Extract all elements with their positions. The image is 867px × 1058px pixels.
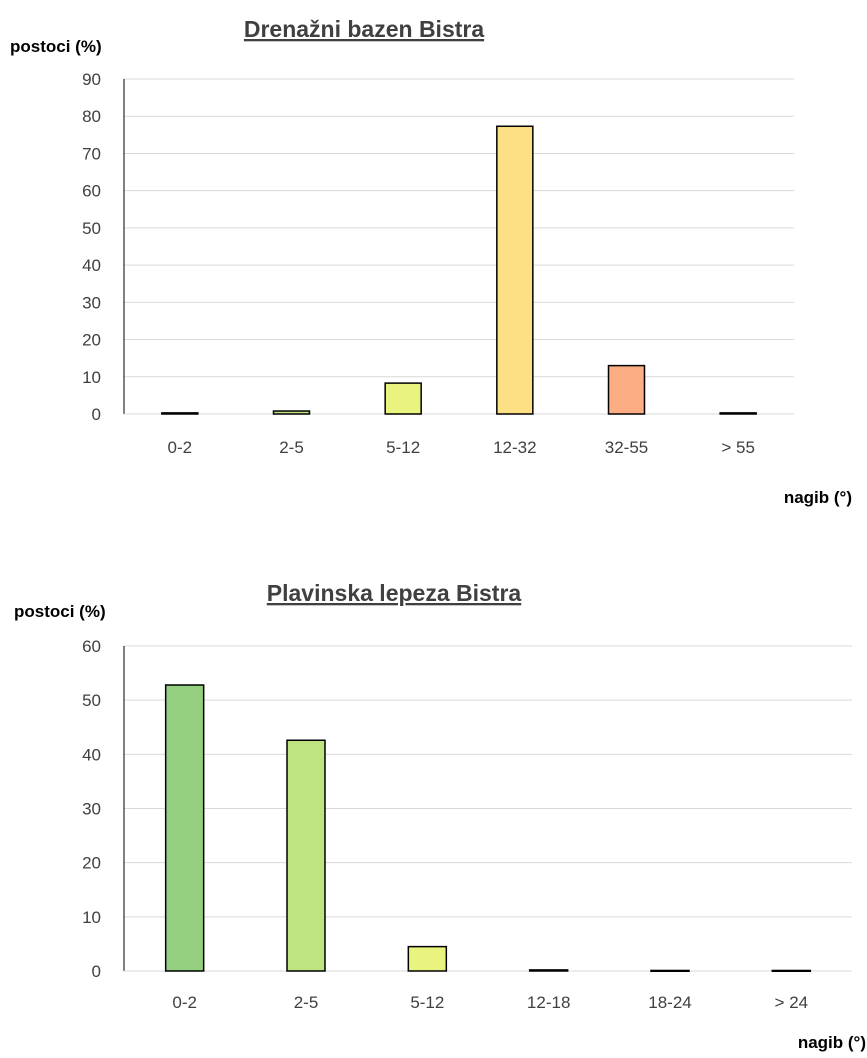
y-tick-label: 10 <box>82 368 101 387</box>
x-tick-label: 5-12 <box>410 993 444 1012</box>
bar-2-5 <box>272 410 311 415</box>
bar--24 <box>771 969 812 973</box>
x-tick-label: 0-2 <box>172 993 197 1012</box>
x-tick-label: 18-24 <box>648 993 691 1012</box>
x-axis-label: nagib (°) <box>784 488 852 507</box>
x-axis-label: nagib (°) <box>798 1033 866 1052</box>
y-tick-label: 20 <box>82 854 101 873</box>
y-tick-label: 90 <box>82 70 101 89</box>
y-tick-label: 30 <box>82 800 101 819</box>
bar-5-12 <box>384 382 422 415</box>
x-tick-label: 2-5 <box>279 438 304 457</box>
y-tick-label: 40 <box>82 256 101 275</box>
y-axis-label: postoci (%) <box>10 37 102 56</box>
y-tick-label: 30 <box>82 293 101 312</box>
chart-title: Drenažni bazen Bistra <box>244 16 484 42</box>
chart-title: Plavinska lepeza Bistra <box>267 580 522 606</box>
y-tick-label: 80 <box>82 107 101 126</box>
y-tick-label: 0 <box>92 962 101 981</box>
bar-2-5 <box>286 739 326 972</box>
x-tick-label: 12-32 <box>493 438 536 457</box>
x-tick-label: 12-18 <box>527 993 570 1012</box>
y-tick-label: 20 <box>82 331 101 350</box>
y-tick-label: 60 <box>82 182 101 201</box>
bar-5-12 <box>407 945 448 972</box>
x-tick-label: > 55 <box>721 438 755 457</box>
y-tick-label: 10 <box>82 908 101 927</box>
x-tick-label: 0-2 <box>168 438 193 457</box>
y-tick-label: 0 <box>92 405 101 424</box>
y-axis-label: postoci (%) <box>14 602 106 621</box>
y-tick-label: 60 <box>82 637 101 656</box>
x-tick-label: 32-55 <box>605 438 648 457</box>
x-tick-label: > 24 <box>775 993 809 1012</box>
bar--55 <box>719 412 757 415</box>
bar-18-24 <box>650 969 690 973</box>
x-tick-label: 2-5 <box>294 993 319 1012</box>
bar-0-2 <box>164 684 205 972</box>
x-tick-label: 5-12 <box>386 438 420 457</box>
chart-plavinska-lepeza: Plavinska lepeza Bistra postoci (%) nagi… <box>14 580 866 1052</box>
y-tick-label: 70 <box>82 144 101 163</box>
chart-drenazni-bazen: Drenažni bazen Bistra postoci (%) nagib … <box>10 16 852 507</box>
bar-32-55 <box>607 364 646 415</box>
y-tick-label: 50 <box>82 691 101 710</box>
bar-12-32 <box>496 125 534 415</box>
y-tick-label: 50 <box>82 219 101 238</box>
bar-12-18 <box>528 969 569 972</box>
bar-0-2 <box>161 412 199 415</box>
y-tick-label: 40 <box>82 745 101 764</box>
